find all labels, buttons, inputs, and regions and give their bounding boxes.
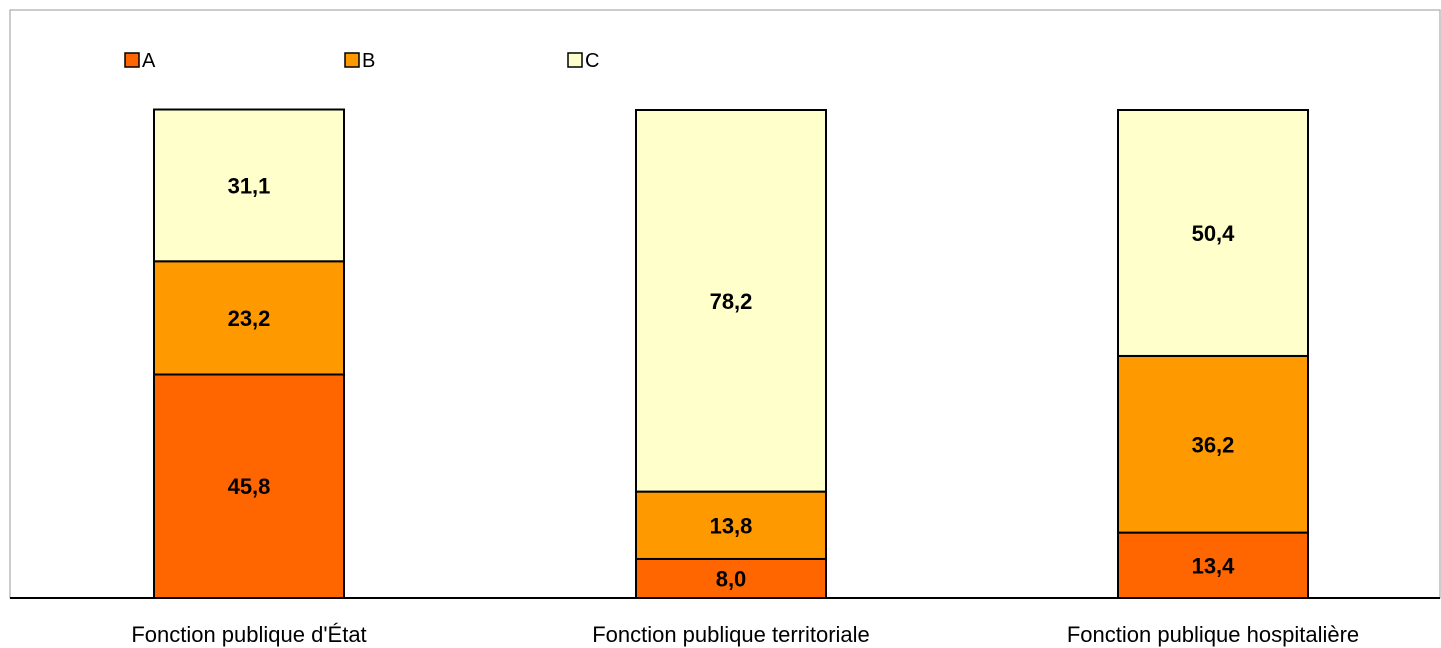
data-label-c-0: 31,1 bbox=[228, 173, 271, 198]
bar-segment-b-2 bbox=[1117, 354, 1309, 534]
legend-swatch-a bbox=[124, 52, 140, 68]
bars-layer: 45,8 23,2 31,1 8,0 13,8 78,2 13,4 36,2 50,4 bbox=[153, 108, 1309, 600]
category-labels: Fonction publique d'État Fonction publiqu… bbox=[131, 622, 1359, 647]
bar-segment-c-2 bbox=[1117, 109, 1309, 357]
data-label-c-2: 50,4 bbox=[1192, 221, 1236, 246]
data-label-c-1: 78,2 bbox=[710, 289, 753, 314]
bar-segment-b-1 bbox=[635, 490, 827, 560]
bar-segment-c-1 bbox=[635, 109, 827, 493]
data-label-a-0: 45,8 bbox=[228, 474, 271, 499]
legend-swatch-c bbox=[567, 52, 583, 68]
bar-segment-a-0 bbox=[153, 373, 345, 599]
legend-swatch-b bbox=[344, 52, 360, 68]
data-label-b-2: 36,2 bbox=[1192, 432, 1235, 457]
data-label-b-0: 23,2 bbox=[228, 306, 271, 331]
bar-stack-0: 45,8 23,2 31,1 bbox=[153, 108, 345, 599]
bar-segment-a-1 bbox=[635, 557, 827, 600]
category-label-1: Fonction publique territoriale bbox=[592, 622, 870, 647]
data-label-a-1: 8,0 bbox=[716, 566, 747, 591]
legend: A B C bbox=[124, 50, 599, 72]
bar-segment-c-0 bbox=[153, 108, 345, 263]
legend-label-c: C bbox=[585, 50, 599, 72]
category-label-2: Fonction publique hospitalière bbox=[1067, 622, 1359, 647]
legend-label-a: A bbox=[142, 50, 156, 72]
data-label-b-1: 13,8 bbox=[710, 513, 753, 538]
bar-stack-1: 8,0 13,8 78,2 bbox=[635, 109, 827, 600]
data-label-a-2: 13,4 bbox=[1192, 553, 1236, 578]
category-label-0: Fonction publique d'État bbox=[131, 622, 366, 647]
bar-stack-2: 13,4 36,2 50,4 bbox=[1117, 109, 1309, 599]
legend-label-b: B bbox=[362, 50, 375, 72]
bar-segment-a-2 bbox=[1117, 531, 1309, 599]
